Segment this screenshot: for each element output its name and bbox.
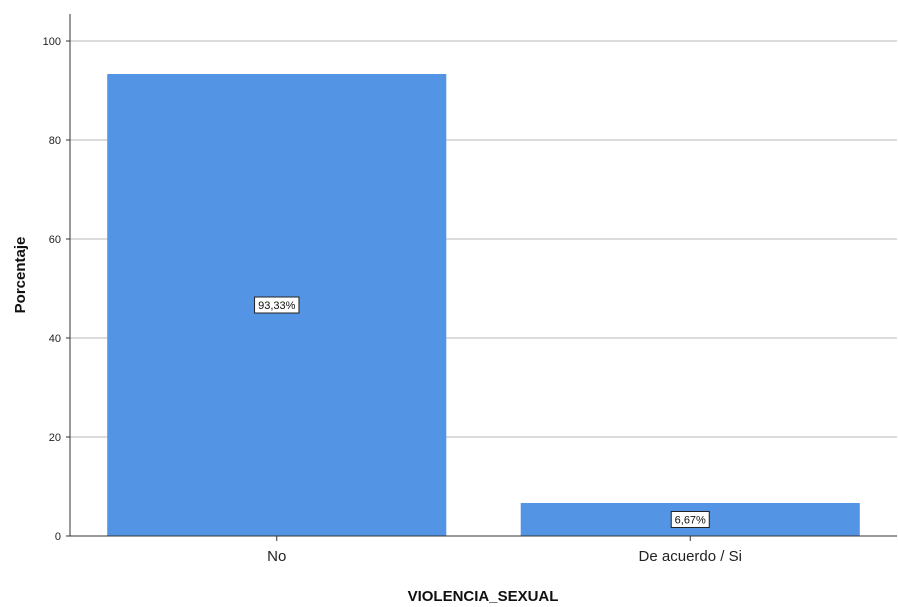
y-tick-label: 20 xyxy=(49,432,61,444)
data-labels: 93,33% 6,67% xyxy=(254,296,710,528)
y-tick-label: 60 xyxy=(49,234,61,246)
category-label: No xyxy=(267,548,286,565)
y-tick-labels: 0 20 40 60 80 100 xyxy=(43,36,70,543)
y-tick-label: 100 xyxy=(43,36,61,48)
y-tick-label: 40 xyxy=(49,333,61,345)
category-label: De acuerdo / Si xyxy=(639,548,742,565)
data-label-box xyxy=(670,510,710,528)
data-label: 93,33% xyxy=(258,300,296,312)
category-labels: No De acuerdo / Si xyxy=(267,536,742,565)
y-tick-label: 0 xyxy=(55,531,61,543)
bars xyxy=(107,74,860,536)
x-axis-title: VIOLENCIA_SEXUAL xyxy=(408,588,559,605)
y-tick-label: 80 xyxy=(49,135,61,147)
y-axis-title: Porcentaje xyxy=(12,237,29,314)
data-label: 6,67% xyxy=(675,514,706,526)
axes xyxy=(69,14,897,537)
data-label-box xyxy=(254,296,300,314)
